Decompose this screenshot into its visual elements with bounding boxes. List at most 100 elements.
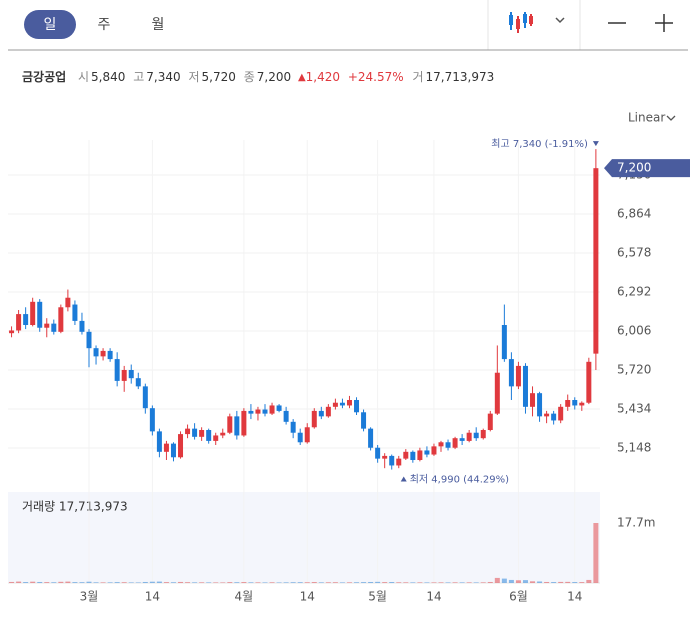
volume-bar	[375, 581, 381, 583]
y-tick-label: 6,578	[617, 246, 651, 260]
candle-body	[156, 431, 162, 452]
volume-bar	[142, 581, 148, 583]
tab[interactable]: 월	[152, 17, 165, 33]
volume-bar	[382, 582, 388, 583]
volume-bar	[107, 582, 113, 583]
candle-body	[241, 410, 247, 436]
volume-bar	[346, 582, 352, 583]
volume-title: 거래량 17,713,973	[22, 500, 128, 514]
volume-bar	[332, 582, 338, 583]
candle-body	[72, 304, 78, 321]
volume-bar	[213, 582, 219, 583]
volume-bar	[501, 578, 507, 583]
candle-body	[220, 432, 226, 436]
candle-body	[199, 430, 205, 437]
volume-bar	[23, 582, 29, 583]
x-tick-label: 3월	[80, 590, 99, 604]
volume-bar	[93, 582, 99, 583]
candle-body	[192, 428, 198, 437]
candle-body	[311, 410, 317, 428]
volume-bar	[79, 582, 85, 583]
candle-body	[572, 400, 578, 406]
scale-select[interactable]: Linear	[628, 111, 665, 125]
volume-bar	[565, 581, 571, 583]
candle-body	[178, 434, 184, 458]
volume-bar	[114, 582, 120, 583]
candle-body	[508, 359, 514, 387]
volume-bar	[508, 579, 514, 583]
candle-body	[100, 350, 106, 357]
volume-bar	[318, 582, 324, 583]
candle-body	[283, 410, 289, 422]
volume-bar	[199, 582, 205, 583]
candle-body	[276, 405, 282, 411]
candle-body	[375, 447, 381, 459]
candle-body	[417, 450, 423, 460]
candle-body	[227, 416, 233, 433]
x-tick-label: 6월	[509, 590, 528, 604]
candle-body	[501, 325, 507, 360]
volume-bar	[417, 582, 423, 583]
candle-body	[396, 458, 402, 466]
candle-body	[121, 370, 127, 381]
high-marker	[592, 141, 599, 147]
volume-bar	[551, 582, 557, 583]
candle-body	[297, 432, 303, 443]
x-tick-label: 14	[426, 590, 441, 604]
candle-body	[565, 400, 571, 407]
volume-bar	[100, 582, 106, 583]
volume-bar	[241, 582, 247, 583]
candle-body	[452, 438, 458, 448]
volume-bar	[290, 582, 296, 583]
volume-bar	[297, 582, 303, 583]
candle-body	[593, 168, 599, 354]
y-tick-label: 6,006	[617, 324, 651, 338]
candle-body	[361, 412, 367, 429]
volume-bar	[544, 581, 550, 583]
volume-bar	[234, 582, 240, 583]
volume-bar	[178, 581, 184, 583]
candle-body	[9, 330, 15, 334]
volume-bar	[135, 582, 141, 583]
y-tick-label: 5,720	[617, 363, 651, 377]
candle-body	[382, 455, 388, 459]
volume-bar	[586, 579, 592, 583]
candle-body	[51, 323, 57, 332]
candle-body	[332, 402, 338, 407]
scale-chevron[interactable]	[666, 115, 676, 121]
zoom-in[interactable]	[655, 14, 673, 32]
candle-body	[262, 409, 268, 414]
candle-body	[586, 361, 592, 403]
candle-body	[339, 402, 345, 406]
candle-body	[16, 314, 22, 331]
tab[interactable]: 주	[98, 17, 111, 33]
volume-bar	[192, 582, 198, 583]
candle-body	[325, 406, 331, 417]
volume-bar	[121, 582, 127, 583]
volume-bar	[515, 580, 521, 583]
candle-body	[438, 442, 444, 447]
tab[interactable]: 일	[44, 17, 57, 33]
chart-type-icon[interactable]	[509, 12, 533, 33]
volume-bar	[473, 582, 479, 583]
volume-bar	[72, 582, 78, 583]
candle-body	[65, 297, 71, 308]
tab-selected[interactable]	[24, 10, 76, 39]
candle-body	[170, 443, 176, 458]
last-price-label: 7,200	[617, 161, 651, 175]
candle-body	[234, 416, 240, 436]
candle-body	[86, 331, 92, 349]
volume-bar	[480, 582, 486, 583]
x-tick-label: 14	[300, 590, 315, 604]
candle-body	[163, 443, 169, 452]
dropdown-chevron[interactable]	[555, 17, 565, 24]
candle-body	[107, 350, 113, 360]
volume-bar	[262, 582, 268, 583]
volume-bar	[403, 582, 409, 583]
y-tick-label: 5,148	[617, 441, 651, 455]
volume-bar	[530, 581, 536, 583]
candle-body	[318, 410, 324, 417]
last-price-tag	[604, 159, 690, 178]
candle-body	[290, 421, 296, 433]
stock-info: 금강공업 시 5,840 고 7,340 저 5,720 종 7,200 ▲1,420 …	[22, 70, 494, 84]
